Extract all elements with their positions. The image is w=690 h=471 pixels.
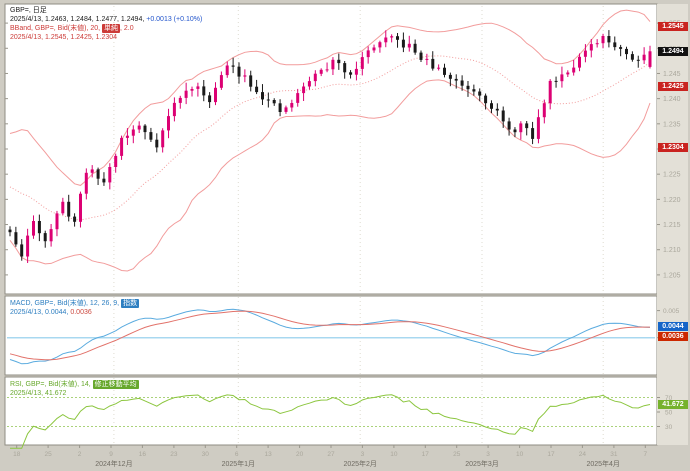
rsi-values-line: 2025/4/13, 41.672: [10, 390, 67, 397]
svg-text:30: 30: [665, 424, 673, 431]
svg-text:2025年4月: 2025年4月: [586, 459, 619, 468]
svg-text:1.235: 1.235: [663, 121, 681, 128]
macd-panel-header: MACD, GBP=, Bid(末値), 12, 26, 9, 指数 2025/…: [10, 299, 140, 317]
macd-value-badge: 0.0044: [658, 322, 688, 331]
svg-text:16: 16: [139, 451, 147, 458]
svg-text:1.225: 1.225: [663, 172, 681, 179]
svg-text:27: 27: [327, 451, 335, 458]
bollinger-bands-layer: [9, 9, 651, 272]
svg-text:9: 9: [109, 451, 113, 458]
rsi-settings-line: RSI, GBP=, Bid(末値), 14, 修正移動平均: [10, 380, 139, 389]
main-chart-panel[interactable]: [4, 3, 658, 295]
candlestick-layer: [8, 30, 652, 263]
svg-text:17: 17: [422, 451, 430, 458]
macd-value: 0.0044,: [45, 309, 71, 316]
svg-text:30: 30: [202, 451, 210, 458]
bollinger-values-line: 2025/4/13, 1.2545, 1.2425, 1.2304: [10, 34, 118, 41]
svg-text:23: 23: [170, 451, 178, 458]
svg-text:1.245: 1.245: [663, 71, 681, 78]
time-axis: 18 25 2 9 16 23 30 6 13 20 27 3 10 17 25 3 10 17 24 31 7 2024…: [13, 445, 647, 468]
rsi-layer: 70 50 30: [7, 394, 673, 449]
bollinger-settings-suffix: , 2.0: [120, 25, 134, 32]
bollinger-middle-price-badge: 1.2425: [658, 82, 688, 91]
svg-text:1.215: 1.215: [663, 222, 681, 229]
svg-text:25: 25: [44, 451, 52, 458]
rsi-ma-type-chip: 修正移動平均: [92, 380, 139, 389]
macd-line: [9, 308, 651, 365]
macd-values-line: 2025/4/13, 0.0044, 0.0036: [10, 308, 139, 317]
price-change: +0.0013 (+0.10%): [144, 16, 203, 23]
svg-text:10: 10: [390, 451, 398, 458]
rsi-line: [10, 394, 651, 449]
svg-text:1.205: 1.205: [663, 272, 681, 279]
svg-text:1.210: 1.210: [663, 247, 681, 254]
svg-text:3: 3: [486, 451, 490, 458]
svg-text:2025年1月: 2025年1月: [222, 459, 255, 468]
macd-settings-prefix: MACD, GBP=, Bid(末値), 12, 26, 9,: [10, 300, 122, 307]
macd-settings-line: MACD, GBP=, Bid(末値), 12, 26, 9, 指数: [10, 299, 140, 308]
rsi-panel-header: RSI, GBP=, Bid(末値), 14, 修正移動平均 2025/4/13…: [10, 380, 139, 398]
svg-text:70: 70: [665, 395, 673, 402]
rsi-value-badge: 41.672: [658, 400, 688, 409]
macd-date: 2025/4/13,: [10, 309, 46, 316]
bollinger-settings-prefix: BBand, GBP=, Bid(末値), 20,: [10, 25, 103, 32]
svg-text:24: 24: [579, 451, 587, 458]
svg-text:1.240: 1.240: [663, 96, 681, 103]
svg-text:13: 13: [264, 451, 272, 458]
svg-text:31: 31: [610, 451, 618, 458]
svg-text:25: 25: [453, 451, 461, 458]
main-chart-header: GBP=, 日足 2025/4/13, 1.2463, 1.2484, 1.24…: [10, 6, 202, 42]
svg-text:17: 17: [547, 451, 555, 458]
svg-text:7: 7: [643, 451, 647, 458]
svg-text:10: 10: [516, 451, 524, 458]
svg-text:3: 3: [361, 451, 365, 458]
bollinger-lower-line: [9, 79, 651, 272]
bollinger-lower-price-badge: 1.2304: [658, 143, 688, 152]
macd-signal-line: [9, 310, 650, 361]
svg-text:0.005: 0.005: [663, 308, 680, 315]
svg-text:1.220: 1.220: [663, 197, 681, 204]
svg-text:2024年12月: 2024年12月: [95, 459, 132, 468]
svg-text:50: 50: [665, 410, 673, 417]
svg-text:20: 20: [296, 451, 304, 458]
bollinger-settings-line: BBand, GBP=, Bid(末値), 20, 単純, 2.0: [10, 24, 202, 33]
macd-signal-value-badge: 0.0036: [658, 332, 688, 341]
bollinger-upper-line: [9, 9, 651, 186]
bollinger-ma-type-chip: 単純: [102, 24, 121, 33]
svg-text:6: 6: [235, 451, 239, 458]
ohlc-values: 2025/4/13, 1.2463, 1.2484, 1.2477, 1.249…: [10, 16, 145, 23]
svg-text:2025年2月: 2025年2月: [343, 459, 376, 468]
bollinger-middle-line: [9, 55, 651, 221]
ohlc-line: 2025/4/13, 1.2463, 1.2484, 1.2477, 1.249…: [10, 15, 202, 24]
rsi-settings-prefix: RSI, GBP=, Bid(末値), 14,: [10, 381, 93, 388]
svg-text:18: 18: [13, 451, 21, 458]
price-axis-strip: [657, 4, 688, 445]
current-price-badge: 1.2494: [658, 47, 688, 56]
symbol-title: GBP=, 日足: [10, 7, 47, 14]
macd-signal-value: 0.0036: [70, 309, 92, 316]
svg-text:2: 2: [78, 451, 82, 458]
bollinger-upper-price-badge: 1.2545: [658, 22, 688, 31]
svg-text:2025年3月: 2025年3月: [465, 459, 498, 468]
macd-ma-type-chip: 指数: [121, 299, 140, 308]
